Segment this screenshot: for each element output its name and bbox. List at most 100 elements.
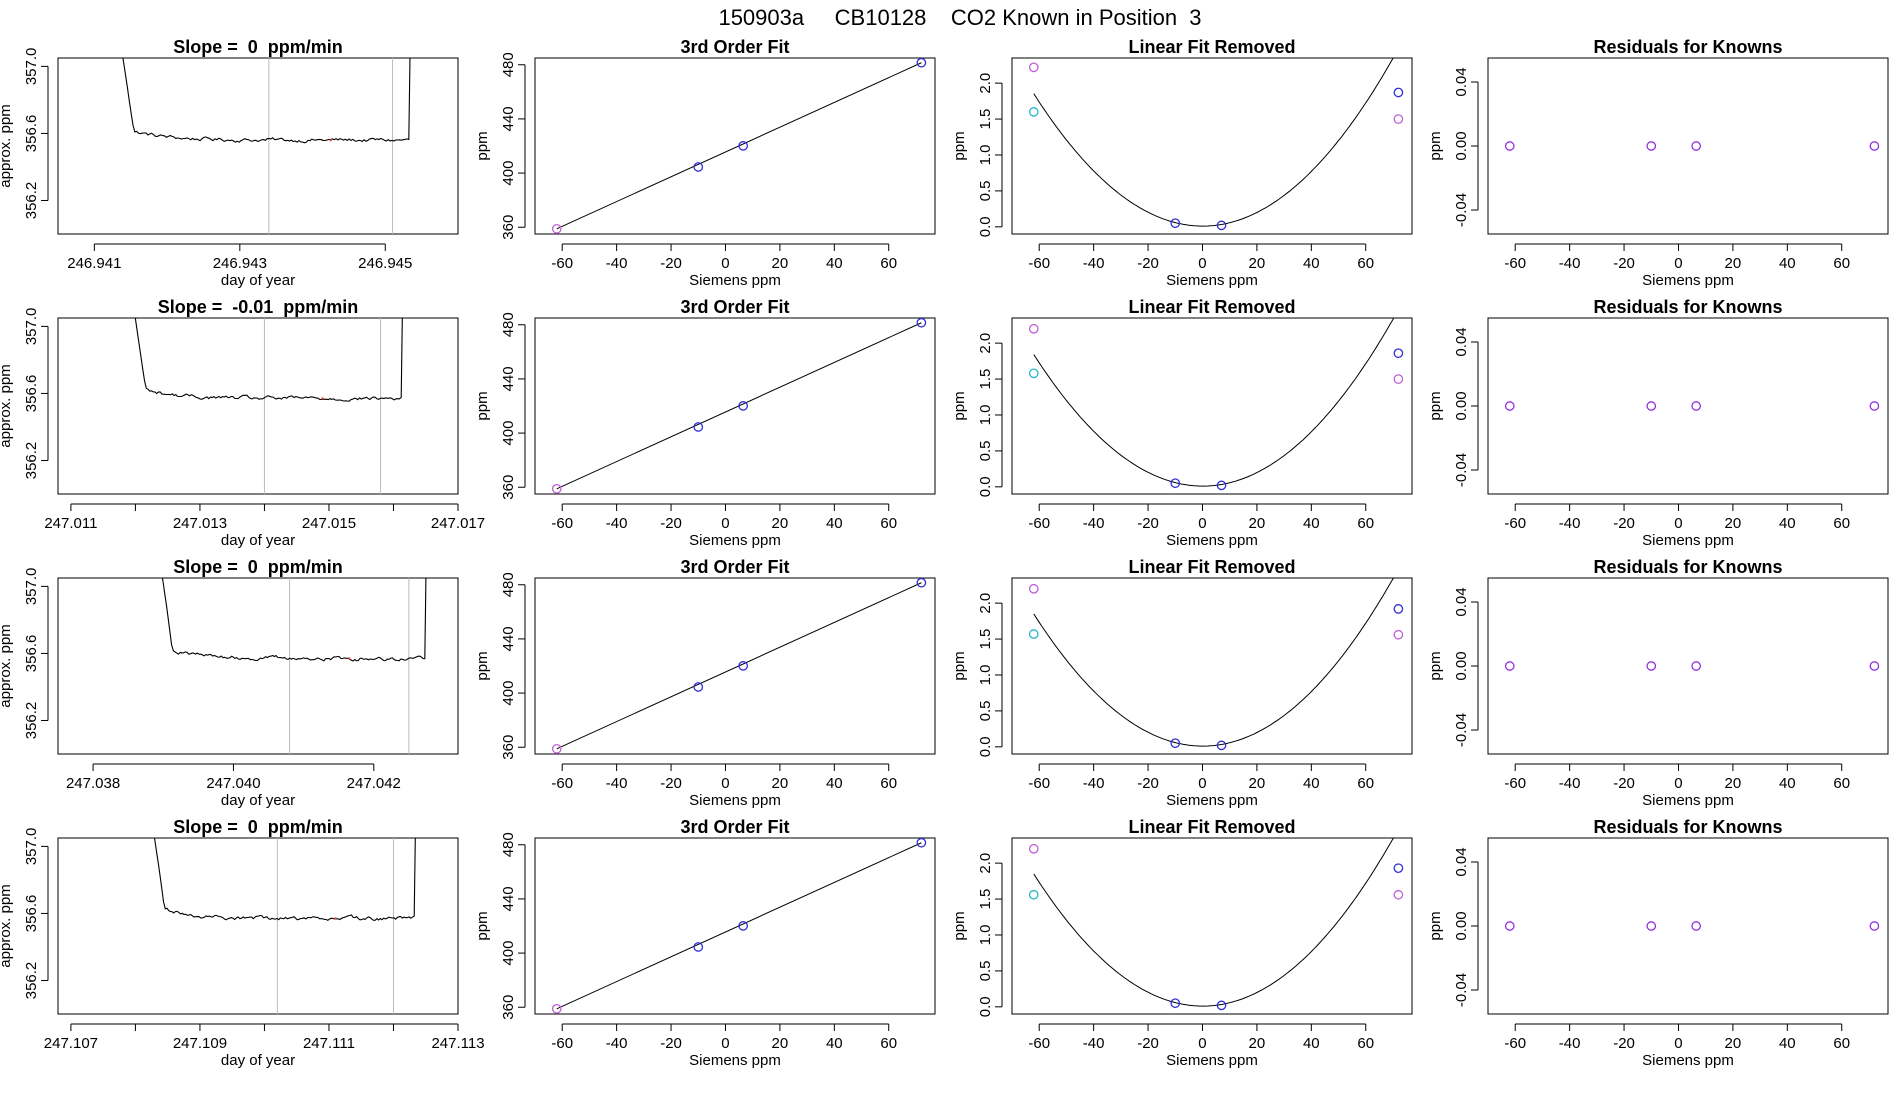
plot-frame (1011, 57, 1413, 235)
y-axis-label: ppm (474, 131, 491, 160)
panel-r3-c1: Slope = 0 ppm/min 247.038 247.040 247.042 da… (0, 557, 459, 809)
x-tick-label: -20 (660, 1035, 682, 1052)
residual-point (1646, 401, 1657, 411)
data-point (1393, 629, 1404, 640)
data-point (1170, 738, 1181, 749)
y-axis-label: approx. ppm (0, 624, 14, 707)
panel-r1-c4: Residuals for Knowns -60 -40 -20 0 20 40 60 Siem… (1427, 37, 1889, 289)
data-point (1028, 583, 1039, 594)
x-tick-label: -60 (551, 255, 573, 272)
plot-frame (1487, 837, 1889, 1015)
x-tick-label: -40 (1559, 1035, 1581, 1052)
x-tick-label: 60 (1833, 775, 1850, 792)
x-tick-label: -40 (1559, 515, 1581, 532)
data-point (551, 744, 562, 754)
data-layer (551, 578, 927, 754)
x-tick-label: 247.113 (431, 1035, 484, 1052)
y-tick-label: -0.04 (1453, 453, 1470, 487)
y-tick-label: 357.0 (23, 48, 40, 86)
x-tick-label: 40 (826, 255, 843, 272)
x-tick-label: 20 (1249, 515, 1266, 532)
panel-title: Slope = -0.01 ppm/min (158, 297, 359, 317)
x-tick-label: 247.015 (302, 515, 356, 532)
x-axis-label: day of year (221, 792, 295, 809)
panel-r2-c4: Residuals for Knowns -60 -40 -20 0 20 40 60 Siem… (1427, 297, 1889, 549)
x-tick-label: -40 (606, 1035, 628, 1052)
x-tick-label: 0 (1198, 775, 1206, 792)
y-axis-label: ppm (474, 651, 491, 680)
x-axis-label: Siemens ppm (1642, 272, 1734, 289)
panel-title: Linear Fit Removed (1128, 37, 1295, 57)
x-tick-label: -20 (1137, 515, 1159, 532)
mean-marker (329, 138, 332, 142)
y-tick-label: 356.2 (23, 442, 40, 480)
y-axis-label: ppm (1427, 131, 1444, 160)
residual-point (1504, 921, 1515, 931)
plot-frame (1011, 317, 1413, 495)
y-tick-label: 400 (500, 421, 517, 446)
x-axis-label: Siemens ppm (1642, 792, 1734, 809)
ppm-trace (161, 578, 427, 662)
data-point (1028, 62, 1039, 73)
panel-title: Residuals for Knowns (1593, 557, 1782, 577)
plot-frame (1487, 57, 1889, 235)
x-tick-label: 0 (721, 1035, 729, 1052)
panel-r4-c3: Linear Fit Removed -60 -40 -20 0 20 40 60 Siemen… (951, 817, 1413, 1069)
x-tick-label: 247.013 (173, 515, 227, 532)
plot-frame (1487, 577, 1889, 755)
data-point (551, 224, 562, 234)
y-tick-label: 440 (500, 886, 517, 911)
data-point (1028, 889, 1039, 900)
panel-r1-c2: 3rd Order Fit -60 -40 -20 0 20 40 60 Siemens ppm… (474, 37, 936, 289)
y-axis-label: ppm (951, 131, 968, 160)
data-point (1393, 863, 1404, 874)
data-point (693, 422, 704, 432)
x-tick-label: -40 (1559, 255, 1581, 272)
x-tick-label: 20 (772, 255, 789, 272)
x-tick-label: 40 (826, 515, 843, 532)
data-layer (1028, 578, 1404, 751)
x-tick-label: -20 (660, 255, 682, 272)
mean-marker (334, 917, 337, 920)
x-tick-label: 247.011 (44, 515, 97, 532)
data-layer (161, 578, 427, 754)
x-tick-label: -20 (660, 515, 682, 532)
y-tick-label: 357.0 (23, 308, 40, 346)
x-tick-label: 40 (826, 775, 843, 792)
x-tick-label: 60 (1357, 255, 1374, 272)
data-point (1028, 843, 1039, 854)
x-tick-label: 246.943 (213, 255, 267, 272)
plot-frame (534, 57, 936, 235)
fit-curve (1033, 578, 1394, 747)
x-tick-label: 20 (772, 515, 789, 532)
x-tick-label: 0 (1198, 515, 1206, 532)
x-tick-label: -60 (1028, 1035, 1050, 1052)
x-tick-label: 20 (1249, 1035, 1266, 1052)
y-tick-label: 480 (500, 832, 517, 857)
x-tick-label: 20 (1725, 515, 1742, 532)
y-tick-label: 440 (500, 626, 517, 651)
plot-frame (534, 837, 936, 1015)
x-tick-label: 40 (1779, 1035, 1796, 1052)
data-point (693, 682, 704, 692)
residual-point (1869, 921, 1880, 931)
x-tick-label: 247.017 (431, 515, 485, 532)
x-tick-label: -40 (606, 775, 628, 792)
ppm-trace (153, 838, 416, 922)
x-tick-label: -60 (1504, 515, 1526, 532)
y-tick-label: 1.0 (977, 665, 994, 686)
panel-grid: Slope = 0 ppm/min 246.941 246.943 246.945 da… (0, 37, 1889, 1069)
plot-frame (1011, 577, 1413, 755)
x-tick-label: -40 (606, 255, 628, 272)
x-tick-label: -40 (1083, 1035, 1105, 1052)
x-tick-label: 40 (1303, 1035, 1320, 1052)
data-point (738, 661, 749, 671)
x-tick-label: 40 (1303, 255, 1320, 272)
data-point (1028, 629, 1039, 639)
y-tick-label: 360 (500, 475, 517, 500)
panel-title: Slope = 0 ppm/min (173, 37, 343, 57)
ppm-trace (134, 318, 403, 402)
x-tick-label: 247.038 (66, 775, 120, 792)
panel-r3-c4: Residuals for Knowns -60 -40 -20 0 20 40 60 Siem… (1427, 557, 1889, 809)
panel-r1-c1: Slope = 0 ppm/min 246.941 246.943 246.945 da… (0, 37, 459, 289)
